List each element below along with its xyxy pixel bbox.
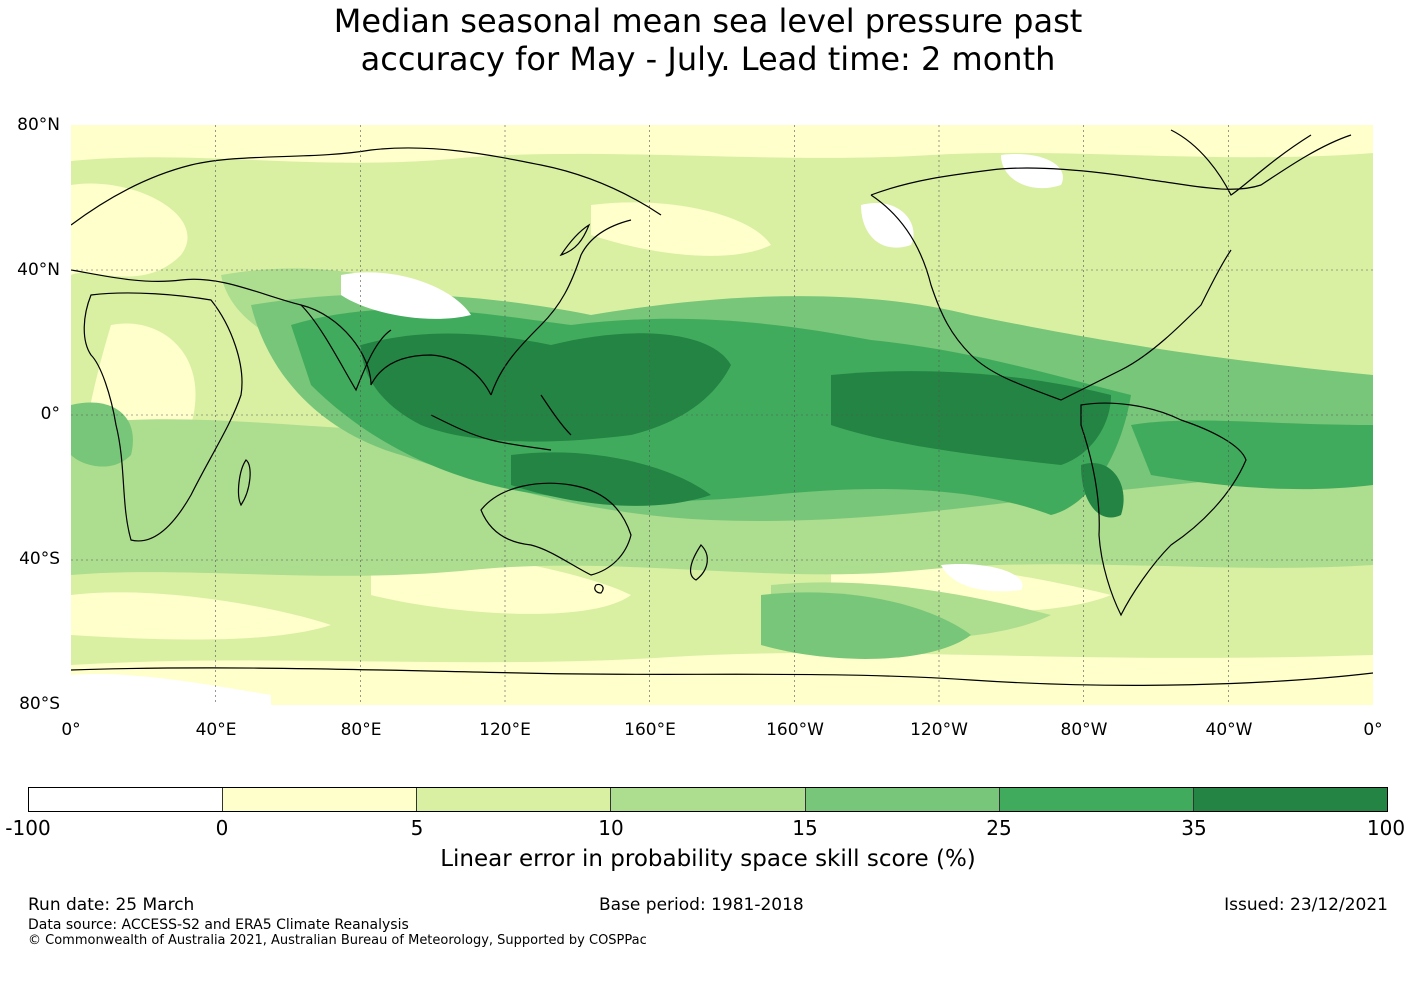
lon-label-80e: 80°E xyxy=(340,720,382,740)
lat-label-40n: 40°N xyxy=(17,260,60,280)
issued-date: Issued: 23/12/2021 xyxy=(1224,895,1388,915)
colorbar-segment-5 xyxy=(999,788,1194,811)
colorbar xyxy=(28,787,1388,812)
colorbar-segment-6 xyxy=(1193,788,1387,811)
base-period: Base period: 1981-2018 xyxy=(599,895,804,915)
lat-label-80s: 80°S xyxy=(19,694,60,714)
lon-label-120e: 120°E xyxy=(479,720,531,740)
colorbar-segment-1 xyxy=(223,788,418,811)
colorbar-segment-0 xyxy=(29,788,224,811)
lon-label-0-right: 0° xyxy=(1363,720,1383,740)
colorbar-segment-4 xyxy=(805,788,1000,811)
lon-label-40e: 40°E xyxy=(195,720,237,740)
colorbar-tick: -100 xyxy=(5,816,51,840)
lat-label-80n: 80°N xyxy=(17,115,60,135)
copyright: © Commonwealth of Australia 2021, Austra… xyxy=(28,933,647,948)
lat-label-40s: 40°S xyxy=(19,549,60,569)
colorbar-tick: 15 xyxy=(792,816,818,840)
lon-label-0-left: 0° xyxy=(61,720,81,740)
colorbar-tick: 100 xyxy=(1366,816,1406,840)
data-source: Data source: ACCESS-S2 and ERA5 Climate … xyxy=(28,917,409,933)
colorbar-segment-3 xyxy=(611,788,806,811)
colorbar-tick: 10 xyxy=(598,816,624,840)
lon-label-160e: 160°E xyxy=(624,720,676,740)
map-title: Median seasonal mean sea level pressure … xyxy=(0,2,1416,78)
colorbar-label: Linear error in probability space skill … xyxy=(440,846,976,872)
lon-label-160w: 160°W xyxy=(766,720,824,740)
run-date: Run date: 25 March xyxy=(28,895,195,915)
colorbar-tick: 5 xyxy=(410,816,424,840)
title-line-2: accuracy for May - July. Lead time: 2 mo… xyxy=(360,40,1056,78)
lon-label-40w: 40°W xyxy=(1205,720,1253,740)
skill-fill-regions xyxy=(71,125,1373,705)
title-line-1: Median seasonal mean sea level pressure … xyxy=(333,2,1083,40)
colorbar-tick: 0 xyxy=(215,816,229,840)
lat-label-equator: 0° xyxy=(40,404,60,424)
coastlines xyxy=(71,129,1373,686)
skill-score-map xyxy=(71,125,1373,705)
graticule xyxy=(71,125,1373,705)
colorbar-tick: 25 xyxy=(986,816,1012,840)
lon-label-120w: 120°W xyxy=(910,720,968,740)
lon-label-80w: 80°W xyxy=(1060,720,1108,740)
colorbar-tick: 35 xyxy=(1181,816,1207,840)
colorbar-segment-2 xyxy=(417,788,612,811)
